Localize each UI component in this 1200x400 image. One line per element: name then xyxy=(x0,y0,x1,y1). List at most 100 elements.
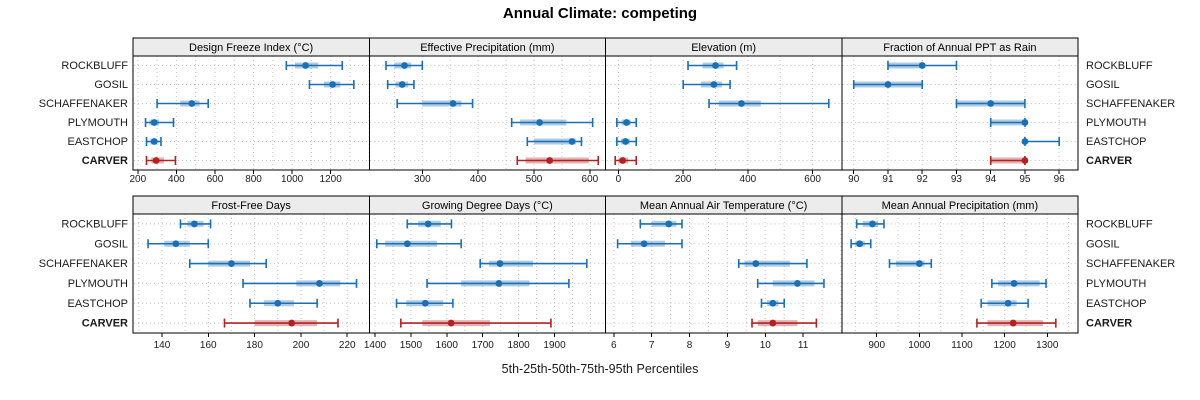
panel-8: Mean Annual Precipitation (mm) 900 1000 110… xyxy=(841,195,1079,351)
interval-row xyxy=(955,99,1026,108)
row-label-left: GOSIL xyxy=(94,79,128,91)
axis-tick-label: 400 xyxy=(470,174,487,185)
panel-title: Design Freeze Index (°C) xyxy=(189,42,313,54)
interval-row xyxy=(179,219,212,229)
panel-background xyxy=(133,56,370,170)
axis-tick-label: 1000 xyxy=(281,174,304,185)
row-label-right: CARVER xyxy=(1086,318,1132,330)
panel-title: Fraction of Annual PPT as Rain xyxy=(883,42,1036,54)
row-label-right: SCHAFFENAKER xyxy=(1086,258,1175,270)
axis-tick-label: 1700 xyxy=(472,340,495,351)
interval-row xyxy=(426,278,570,288)
median-dot xyxy=(915,260,923,267)
median-dot xyxy=(752,260,760,267)
panel-7: Mean Annual Air Temperature (°C) 6 7 8 9 10 11 xyxy=(605,195,843,351)
interval-row xyxy=(145,137,162,146)
median-dot xyxy=(546,157,554,164)
median-dot xyxy=(987,100,995,107)
interval-row xyxy=(395,298,454,308)
axis-tick-label: 1100 xyxy=(951,340,973,351)
row-label-left: CARVER xyxy=(82,155,128,167)
panel-strip xyxy=(841,195,1079,215)
median-dot xyxy=(769,319,777,327)
axis-tick-label: 200 xyxy=(293,340,310,351)
panel-4: Fraction of Annual PPT as Rain 90 91 92 93 94… xyxy=(841,37,1079,185)
axis-tick-label: 140 xyxy=(154,340,171,351)
panel-background xyxy=(605,56,842,170)
median-dot xyxy=(536,119,543,126)
panel-title: Growing Degree Days (°C) xyxy=(422,200,553,212)
median-dot xyxy=(447,319,455,327)
interval-row xyxy=(989,118,1029,127)
interval-row xyxy=(687,61,738,70)
panel-1: Design Freeze Index (°C) 200 400 600 800 1000… xyxy=(129,37,370,185)
interval-row xyxy=(991,278,1047,288)
median-dot xyxy=(884,81,892,88)
axis-tick-label: 1000 xyxy=(908,340,931,351)
row-label-right: CARVER xyxy=(1086,155,1132,167)
axis-tick-label: 1200 xyxy=(320,174,343,185)
interval-row xyxy=(614,156,638,165)
axis-tick-label: 600 xyxy=(582,174,599,185)
axis-tick-label: 300 xyxy=(414,174,431,185)
interval-row xyxy=(516,156,600,165)
interval-row xyxy=(888,259,933,269)
interval-row xyxy=(682,80,731,89)
axis-tick-label: 160 xyxy=(200,340,217,351)
axis-tick-label: 90 xyxy=(848,174,860,185)
interval-row xyxy=(751,318,818,328)
median-dot xyxy=(918,62,926,69)
median-dot xyxy=(710,81,718,88)
row-label-right: EASTCHOP xyxy=(1086,298,1147,310)
row-label-left: CARVER xyxy=(82,318,128,330)
axis-tick-label: 400 xyxy=(740,174,757,185)
axis-tick-label: 200 xyxy=(129,174,146,185)
median-dot xyxy=(398,81,406,88)
interval-row xyxy=(400,318,552,328)
axis-tick-label: 1200 xyxy=(994,340,1017,351)
interval-row xyxy=(616,137,638,146)
axis-tick-label: 180 xyxy=(246,340,263,351)
row-label-right: EASTCHOP xyxy=(1086,136,1147,148)
row-label-right: SCHAFFENAKER xyxy=(1086,98,1175,110)
axis-tick-label: 400 xyxy=(168,174,185,185)
interval-row xyxy=(760,298,786,308)
row-label-left: GOSIL xyxy=(94,238,128,250)
median-dot xyxy=(228,260,235,267)
row-label-right: ROCKBLUFF xyxy=(1086,218,1153,230)
axis-tick-label: 600 xyxy=(804,174,821,185)
axis-tick-label: 1300 xyxy=(1036,340,1059,351)
row-label-left: ROCKBLUFF xyxy=(61,60,128,72)
row-label-left: SCHAFFENAKER xyxy=(39,258,128,270)
median-dot xyxy=(1009,319,1017,327)
row-label-right: GOSIL xyxy=(1086,79,1120,91)
axis-tick-label: 94 xyxy=(985,174,997,185)
median-dot xyxy=(869,220,876,228)
panel-title: Elevation (m) xyxy=(691,42,756,54)
chart-title: Annual Climate: competing xyxy=(502,5,698,22)
row-label-left: EASTCHOP xyxy=(67,136,128,148)
median-dot xyxy=(1010,280,1018,287)
interval-row xyxy=(375,239,462,249)
panel-2: Effective Precipitation (mm) 300 400 500 600 xyxy=(368,37,606,185)
axis-tick-label: 1900 xyxy=(543,340,566,351)
median-dot xyxy=(190,220,198,228)
median-dot xyxy=(623,119,630,126)
median-dot xyxy=(288,319,296,327)
axis-tick-label: 500 xyxy=(526,174,543,185)
panel-background xyxy=(841,214,1078,333)
interval-row xyxy=(156,99,210,108)
median-dot xyxy=(794,280,801,287)
median-dot xyxy=(449,100,457,107)
axis-tick-label: 6 xyxy=(611,340,617,351)
axis-tick-label: 900 xyxy=(868,340,885,351)
median-dot xyxy=(495,280,503,287)
interval-row xyxy=(242,278,358,288)
row-label-right: GOSIL xyxy=(1086,238,1120,250)
median-dot xyxy=(1021,119,1029,126)
interval-row xyxy=(737,259,808,269)
median-dot xyxy=(150,138,158,145)
interval-row xyxy=(639,219,683,229)
panel-background xyxy=(605,214,842,333)
panel-background xyxy=(133,214,370,333)
